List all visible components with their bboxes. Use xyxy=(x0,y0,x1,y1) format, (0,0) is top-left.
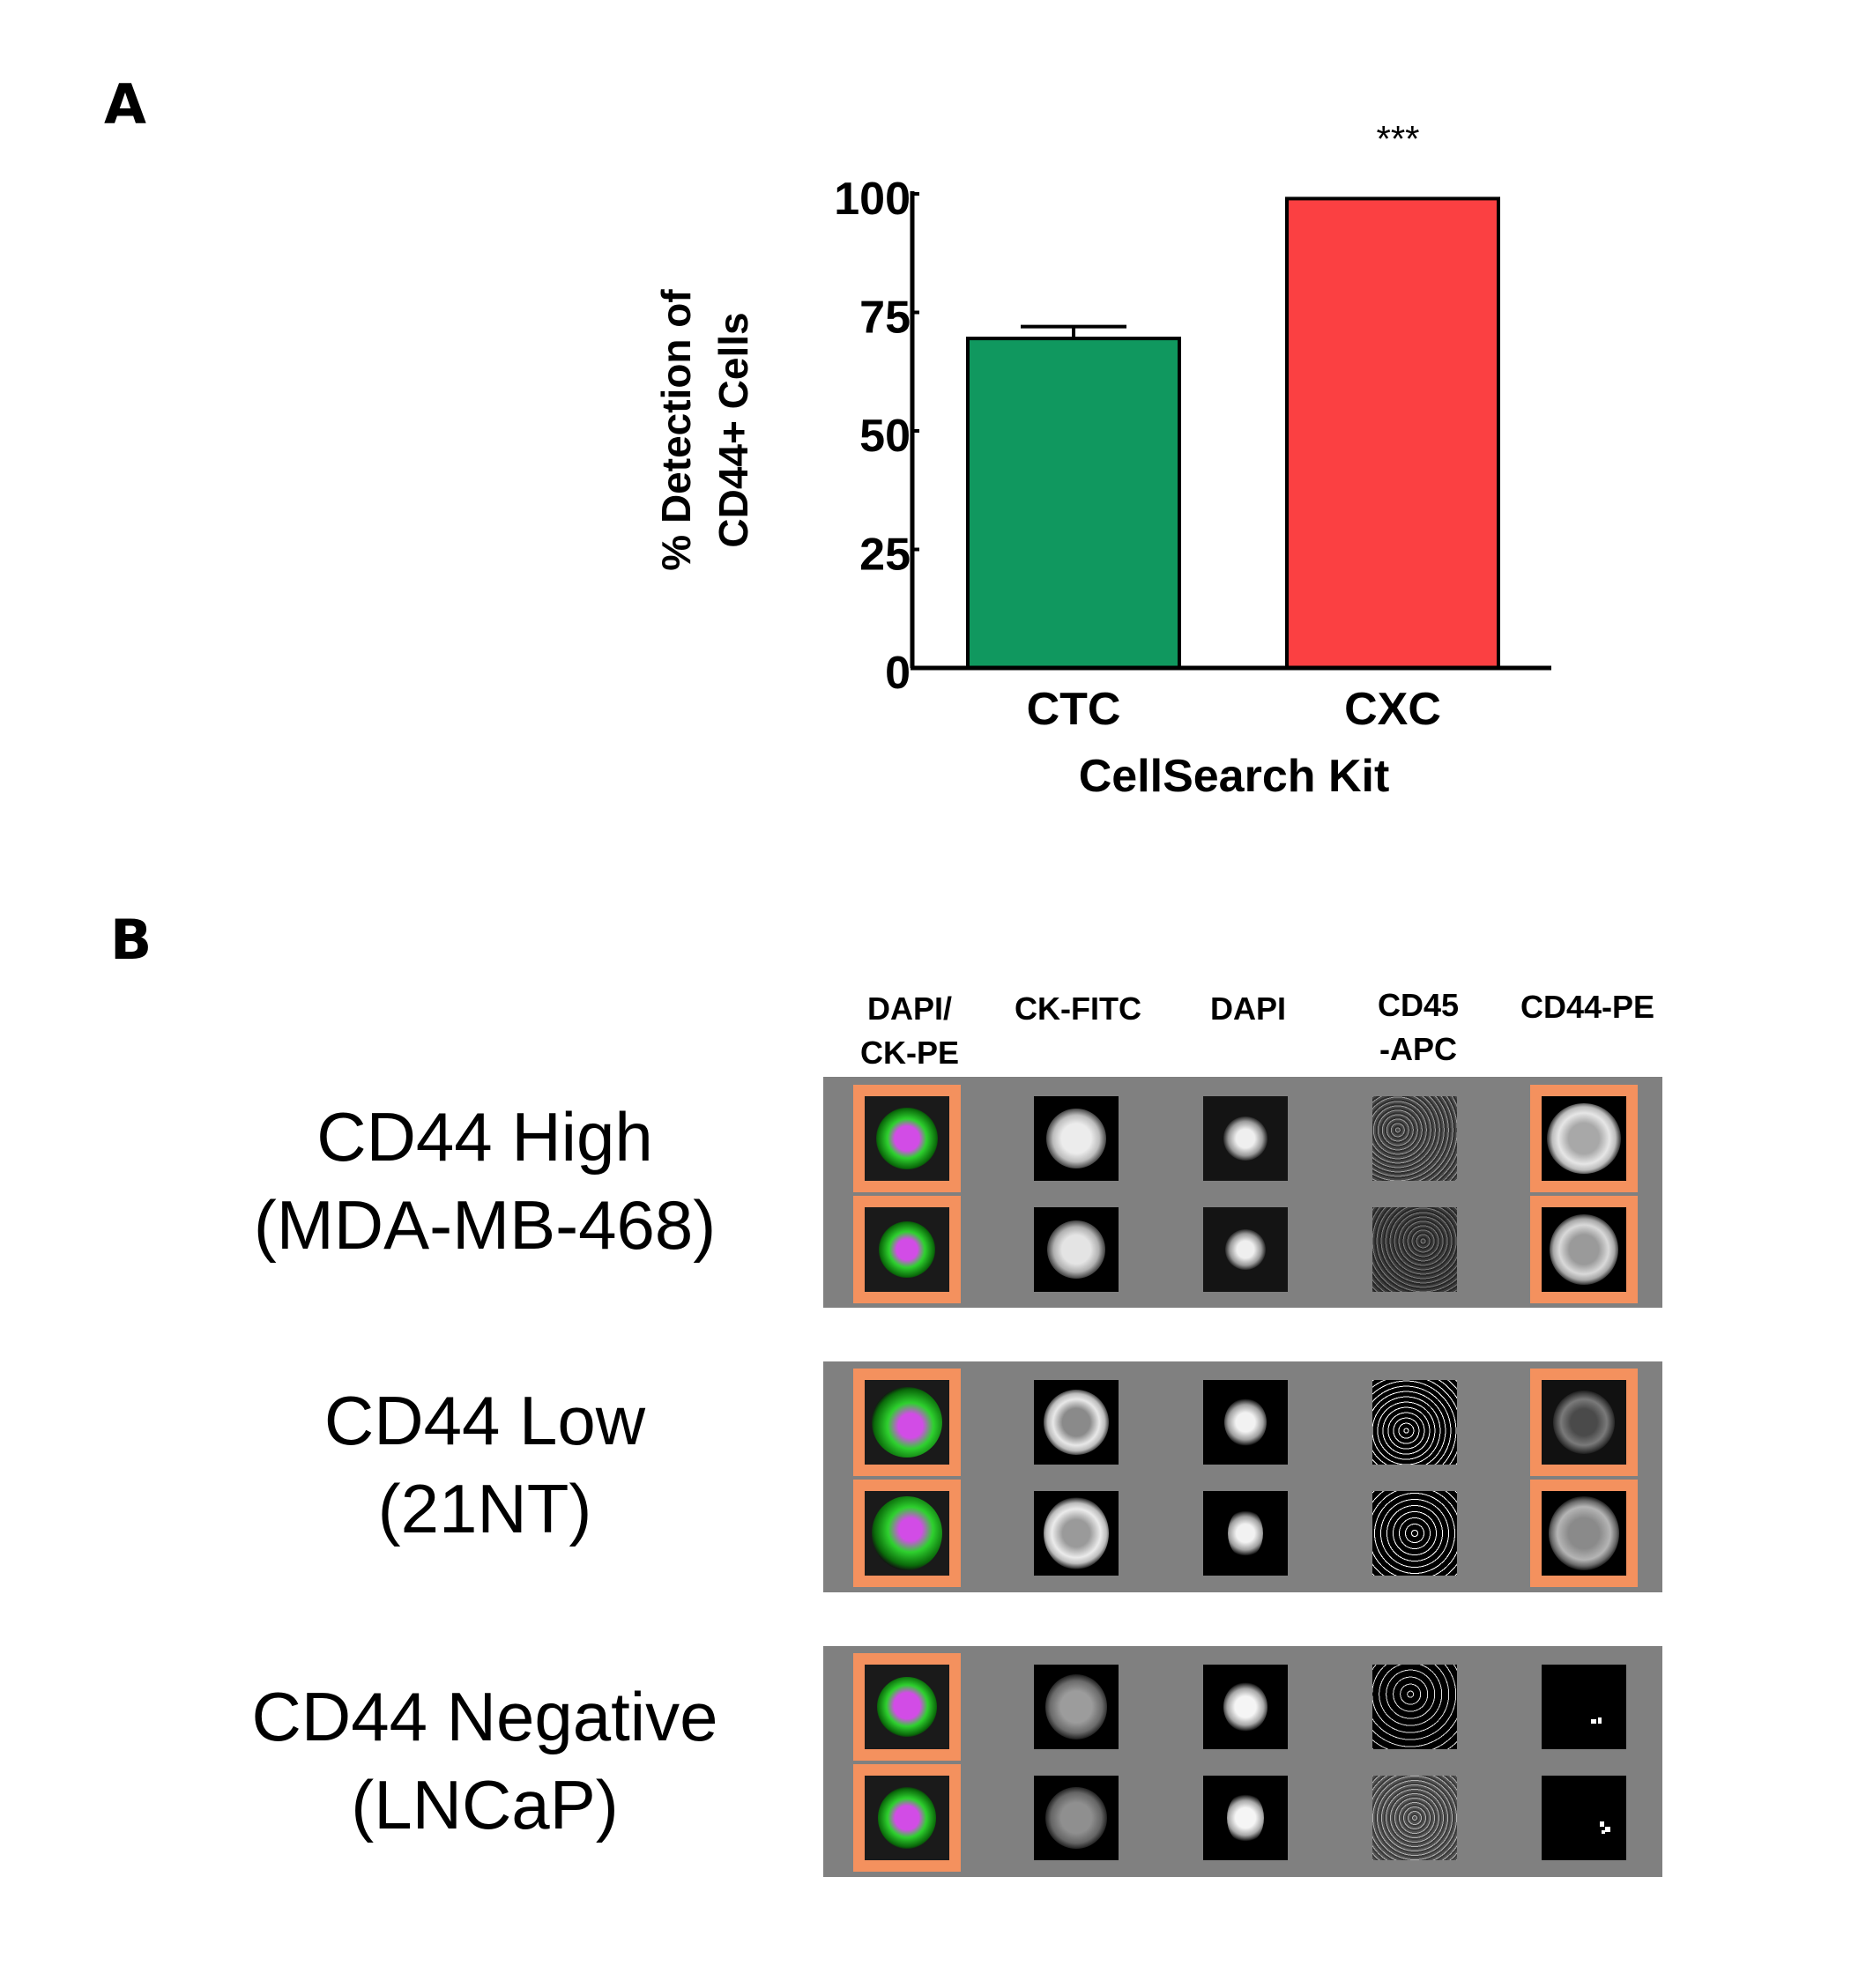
chart-marks xyxy=(966,197,1500,670)
y-tick-label: 50 xyxy=(859,411,911,462)
y-axis-label-line2: CD44+ Cells xyxy=(710,312,756,547)
category-label-ctc: CTC xyxy=(1027,684,1121,735)
column-header-cd45-apc: CD45 -APC xyxy=(1377,987,1460,1067)
cell-image xyxy=(1530,1085,1638,1192)
y-axis-label-line1: % Detection of xyxy=(653,289,699,571)
group-label-cd44-low: CD44 Low (21NT) xyxy=(323,1382,646,1547)
x-axis-label: CellSearch Kit xyxy=(1079,751,1390,802)
cell-image xyxy=(1372,1380,1457,1465)
cell-image xyxy=(853,1653,961,1761)
cell-image xyxy=(853,1196,961,1303)
cell-image xyxy=(1372,1776,1457,1860)
cell-image xyxy=(853,1480,961,1587)
y-ticks: 0 25 50 75 100 xyxy=(834,174,919,699)
group-label-cd44-high: CD44 High (MDA-MB-468) xyxy=(253,1098,717,1264)
cell-image xyxy=(1372,1096,1457,1181)
bar-ctc xyxy=(966,337,1181,670)
group-label-cd44-negative: CD44 Negative (LNCaP) xyxy=(251,1678,718,1843)
cell-image xyxy=(1530,1369,1638,1476)
cell-image xyxy=(1034,1665,1119,1749)
cell-image xyxy=(1203,1491,1288,1576)
column-header-cd44-pe: CD44-PE xyxy=(1520,989,1655,1025)
column-header-dapi-ck-pe: DAPI/CK-PE xyxy=(859,990,959,1071)
cell-image xyxy=(853,1764,961,1872)
column-header-dapi: DAPI xyxy=(1209,990,1286,1027)
y-tick-label: 100 xyxy=(834,174,911,225)
cell-image xyxy=(1372,1207,1457,1292)
cell-image xyxy=(1034,1491,1119,1576)
y-tick-label: 0 xyxy=(885,648,911,699)
bar-cxc xyxy=(1285,197,1500,670)
cell-image xyxy=(1372,1665,1457,1749)
cell-image xyxy=(1203,1776,1288,1860)
cell-image xyxy=(1034,1380,1119,1465)
column-header-ck-fitc: CK-FITC xyxy=(1015,990,1141,1027)
y-tick-label: 75 xyxy=(859,293,911,344)
cell-image xyxy=(1034,1096,1119,1181)
cell-image xyxy=(1530,1480,1638,1587)
cell-image xyxy=(1034,1207,1119,1292)
cell-image xyxy=(853,1369,961,1476)
cell-image xyxy=(1034,1776,1119,1860)
cell-image xyxy=(1203,1380,1288,1465)
cell-image xyxy=(1372,1491,1457,1576)
cell-image xyxy=(1542,1776,1626,1860)
bar-chart: 0 25 50 75 100 % Detection of CD44+ Cells CT… xyxy=(653,118,1551,802)
cell-image xyxy=(853,1085,961,1192)
panel-b-label: B xyxy=(110,908,152,972)
cell-image xyxy=(1203,1096,1288,1181)
cell-image xyxy=(1530,1196,1638,1303)
cell-image xyxy=(1542,1665,1626,1749)
y-tick-label: 25 xyxy=(859,530,911,581)
cell-image xyxy=(1203,1207,1288,1292)
significance-label-cxc: *** xyxy=(1376,118,1419,159)
category-label-cxc: CXC xyxy=(1344,684,1441,735)
cell-image xyxy=(1203,1665,1288,1749)
panel-a-label: A xyxy=(104,72,146,137)
